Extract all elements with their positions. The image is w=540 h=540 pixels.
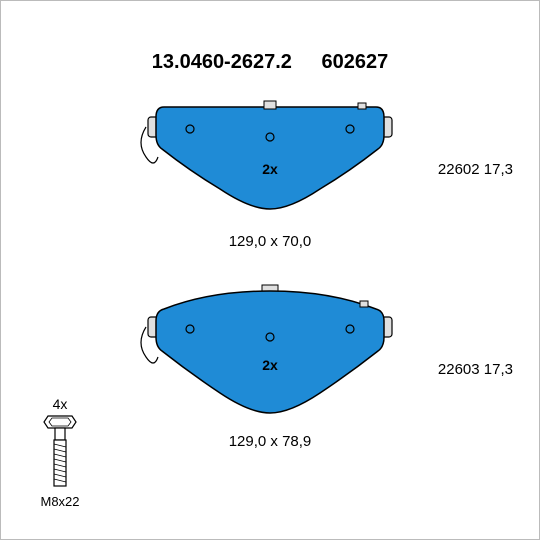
bolt-section: 4x M8x22 [25, 396, 95, 509]
header-part-numbers: 13.0460-2627.2 602627 [1, 51, 539, 74]
pad2-side-label: 22603 17,3 [438, 361, 513, 378]
bolt-spec: M8x22 [25, 494, 95, 509]
pad1-qty: 2x [262, 161, 278, 177]
pad2-qty: 2x [262, 357, 278, 373]
bolt-icon [38, 414, 82, 492]
pad1-side-label: 22602 17,3 [438, 161, 513, 178]
bolt-qty: 4x [25, 396, 95, 412]
part-number: 13.0460-2627.2 [152, 51, 292, 73]
pad1-dimensions: 129,0 x 70,0 [229, 233, 312, 250]
ref-number: 602627 [321, 51, 388, 73]
pad2-dimensions: 129,0 x 78,9 [229, 433, 312, 450]
